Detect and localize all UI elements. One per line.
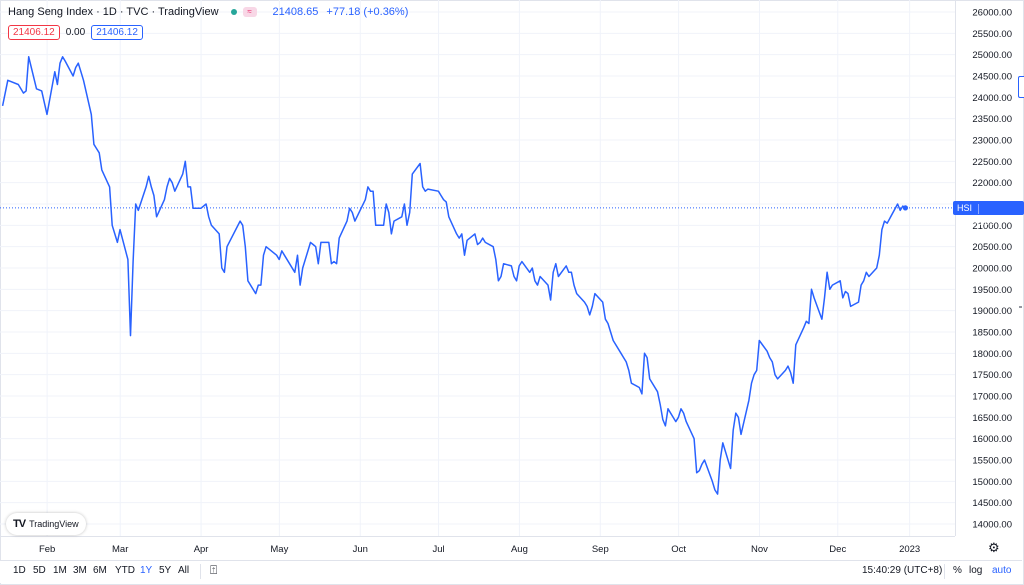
last-price-label: HSI 21408.65 [953, 200, 1024, 227]
time-tick-label: Nov [751, 544, 768, 555]
watermark-text: TradingView [29, 519, 79, 529]
delayed-data-icon[interactable]: ≈ [242, 7, 257, 17]
auto-scale-button[interactable]: auto [992, 565, 1012, 576]
price-tick-label: 26000.00 [972, 8, 1012, 19]
price-tick-label: 24000.00 [972, 93, 1012, 104]
market-open-icon [230, 9, 237, 15]
price-tick-label: 20000.00 [972, 264, 1012, 275]
gear-icon[interactable]: ⚙ [988, 540, 1000, 555]
percent-scale-button[interactable]: % [953, 565, 962, 576]
range-all-button[interactable]: All [178, 565, 190, 576]
price-tick-label: 25000.00 [972, 50, 1012, 61]
time-tick-label: Feb [39, 544, 55, 555]
time-tick-label: Sep [592, 544, 609, 555]
ohlc-legend: 21406.12 0.00 21406.12 [8, 25, 143, 40]
price-tick-label: 15000.00 [972, 477, 1012, 488]
price-tick-label: 18500.00 [972, 328, 1012, 339]
legend-value-blue: 21406.12 [91, 25, 143, 40]
range-5y-button[interactable]: 5Y [159, 565, 172, 576]
side-panel-tab[interactable] [1018, 76, 1024, 98]
price-tick-label: 15500.00 [972, 456, 1012, 467]
time-tick-label: Mar [112, 544, 128, 555]
price-tick-label: 16500.00 [972, 413, 1012, 424]
legend-value-red: 21406.12 [8, 25, 60, 40]
range-3m-button[interactable]: 3M [73, 565, 87, 576]
clock-time[interactable]: 15:40:29 (UTC+8) [862, 565, 943, 576]
last-price-symbol: HSI [957, 202, 973, 213]
time-tick-label: Oct [671, 544, 686, 555]
header-price: 21408.65 [272, 6, 319, 18]
price-tick-label: 21000.00 [972, 221, 1012, 232]
chart-header: Hang Seng Index · 1D · TVC · TradingView… [8, 6, 408, 18]
range-ytd-button[interactable]: YTD [115, 565, 135, 576]
time-tick-label: Apr [194, 544, 209, 555]
time-tick-label: May [270, 544, 288, 555]
time-tick-label: Jul [432, 544, 444, 555]
bottom-toolbar: 1D 5D 1M 3M 6M YTD 1Y 5Y All ⍐ 15:40:29 … [0, 560, 1022, 583]
last-price-value: 21408.65 [957, 216, 995, 227]
tradingview-logo-icon: TV [13, 518, 26, 530]
price-tick-label: 23500.00 [972, 114, 1012, 125]
time-tick-label: Aug [511, 544, 528, 555]
edge-tick [1019, 307, 1022, 308]
time-tick-label: Jun [353, 544, 368, 555]
time-axis[interactable]: Feb Mar Apr May Jun Jul Aug Sep Oct Nov Dec 2023 [39, 544, 920, 555]
tradingview-watermark[interactable]: TV TradingView [6, 513, 86, 535]
edge-tick [1019, 306, 1022, 307]
price-tick-label: 18000.00 [972, 349, 1012, 360]
price-tick-label: 19000.00 [972, 306, 1012, 317]
calendar-range-icon[interactable]: ⍐ [210, 563, 218, 577]
price-line-series[interactable] [1, 56, 906, 495]
symbol-title[interactable]: Hang Seng Index · 1D · TVC · TradingView [8, 6, 219, 18]
range-1y-button[interactable]: 1Y [140, 565, 153, 576]
range-1d-button[interactable]: 1D [13, 565, 26, 576]
price-tick-label: 17500.00 [972, 370, 1012, 381]
legend-value-mid: 0.00 [65, 27, 86, 38]
toolbar-divider [200, 564, 201, 579]
price-axis[interactable]: 26000.00 25500.00 25000.00 24500.00 24000.00… [972, 8, 1012, 531]
price-tick-label: 17000.00 [972, 392, 1012, 403]
header-change: +77.18 (+0.36%) [326, 6, 409, 18]
toolbar-divider [944, 564, 945, 579]
price-tick-label: 25500.00 [972, 29, 1012, 40]
range-6m-button[interactable]: 6M [93, 565, 107, 576]
label-divider [977, 203, 979, 214]
time-tick-label: 2023 [899, 544, 920, 555]
price-tick-label: 23000.00 [972, 136, 1012, 147]
price-tick-label: 24500.00 [972, 72, 1012, 83]
chart-grid [0, 0, 956, 537]
range-1m-button[interactable]: 1M [53, 565, 67, 576]
price-tick-label: 14500.00 [972, 498, 1012, 509]
price-tick-label: 14000.00 [972, 520, 1012, 531]
last-price-dot [902, 205, 909, 211]
price-tick-label: 22000.00 [972, 178, 1012, 189]
price-tick-label: 20500.00 [972, 242, 1012, 253]
log-scale-button[interactable]: log [969, 565, 983, 576]
range-5d-button[interactable]: 5D [33, 565, 46, 576]
price-tick-label: 22500.00 [972, 157, 1012, 168]
price-tick-label: 16000.00 [972, 434, 1012, 445]
time-tick-label: Dec [829, 544, 846, 555]
price-tick-label: 19500.00 [972, 285, 1012, 296]
